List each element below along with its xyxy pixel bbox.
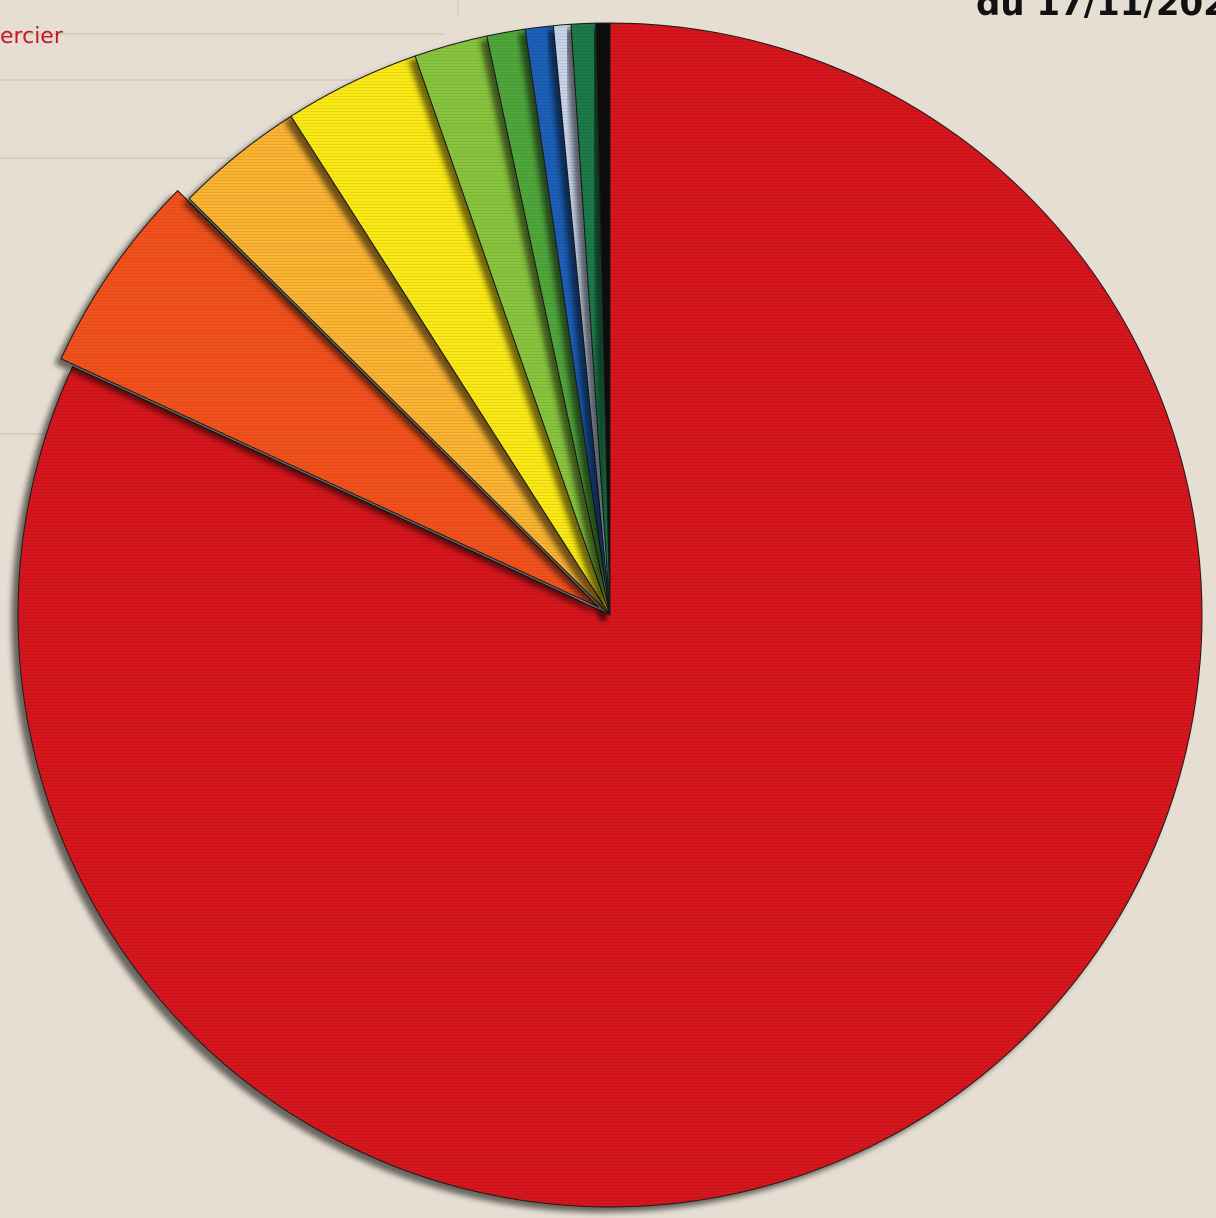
pie-slices <box>17 22 1203 1208</box>
pie-slice-texture-9 <box>571 23 610 616</box>
pie-slice-texture-8 <box>553 24 610 615</box>
pie-slice-texture-5 <box>415 35 610 615</box>
pie-slice-texture-3 <box>189 116 610 615</box>
pie-slice-texture-10 <box>595 23 610 615</box>
pie-slice-texture-2 <box>61 190 599 608</box>
partial-date-caption: du 17/11/2023. <box>976 0 1216 24</box>
pie-slice-texture-4 <box>291 55 610 616</box>
pie-slice-texture-7 <box>525 25 610 616</box>
pie-slice-texture-6 <box>486 29 610 616</box>
partial-candidate-label: ercier <box>0 24 63 49</box>
